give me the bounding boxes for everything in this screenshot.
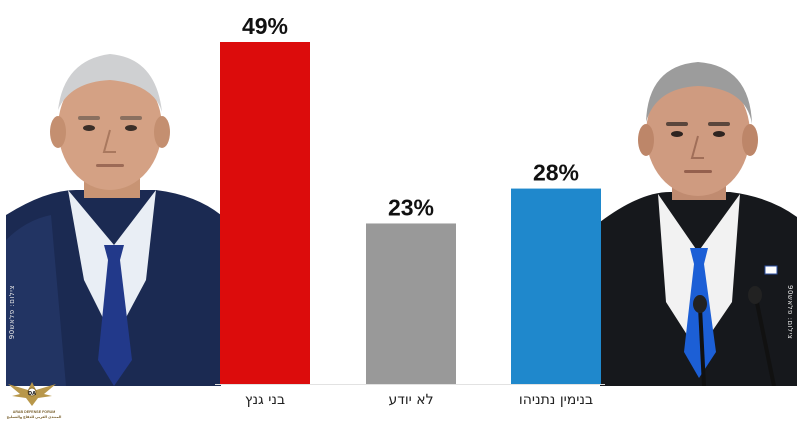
- photo-credit-right: צילום: פלאש90: [786, 285, 794, 340]
- eagle-crest-icon: DA: [8, 382, 56, 406]
- category-label-1: בני גנץ: [245, 392, 285, 408]
- man-portrait-left-icon: [6, 40, 221, 386]
- svg-text:DA: DA: [28, 391, 36, 397]
- bar-value-label-1: 49%: [242, 13, 288, 39]
- logo-text-ar: المنتدى العربي للدفاع والتسليح: [6, 415, 62, 419]
- logo-text-en: ARAB DEFENSE FORUM: [12, 410, 56, 414]
- bar-3: [511, 188, 601, 384]
- forum-logo: DA ARAB DEFENSE FORUM المنتدى العربي للد…: [4, 378, 61, 424]
- man-portrait-right-icon: [600, 52, 797, 386]
- category-label-3: בנימין נתניהו: [519, 392, 593, 408]
- bar-value-label-3: 28%: [533, 160, 579, 186]
- bar-2: [366, 223, 456, 384]
- portrait-left: [6, 40, 221, 386]
- bar-1: [220, 42, 310, 384]
- portrait-right: [600, 52, 797, 386]
- category-label-2: לא יודע: [388, 392, 433, 408]
- bar-value-label-2: 23%: [388, 194, 434, 220]
